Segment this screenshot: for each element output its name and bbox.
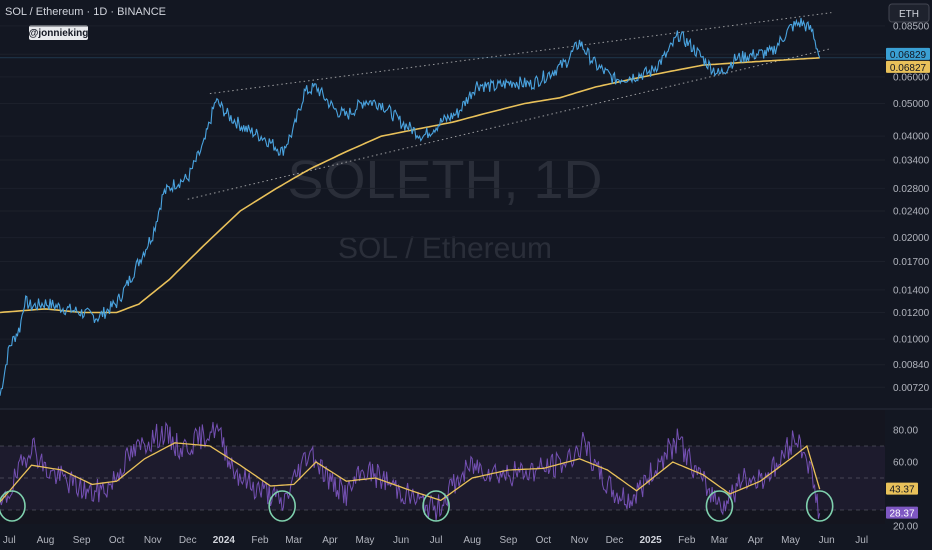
currency-badge[interactable]: ETH xyxy=(888,3,930,23)
price-y-tick: 0.02400 xyxy=(893,206,930,217)
x-tick: Nov xyxy=(144,535,162,546)
price-y-tick: 0.02000 xyxy=(893,233,930,244)
price-y-tick: 0.08500 xyxy=(893,21,930,32)
x-tick: Jun xyxy=(819,535,835,546)
x-tick: Jul xyxy=(855,535,868,546)
axes: 0.085000.070000.060000.050000.040000.034… xyxy=(3,21,930,546)
price-line xyxy=(0,17,821,396)
rsi-low-circle xyxy=(268,490,296,522)
rsi-ma-tag-label: 43.37 xyxy=(889,485,914,496)
x-tick: 2025 xyxy=(640,535,663,546)
x-tick: Mar xyxy=(285,535,303,546)
currency-badge-label: ETH xyxy=(899,9,919,20)
x-tick: Apr xyxy=(748,535,764,546)
x-tick: Aug xyxy=(463,535,481,546)
price-y-tick: 0.04000 xyxy=(893,132,930,143)
last-price-tag-label: 0.06829 xyxy=(890,50,927,61)
rsi-tag xyxy=(886,506,918,519)
watermark-symbol: SOLETH, 1D xyxy=(287,150,602,210)
price-y-tick: 0.01400 xyxy=(893,285,930,296)
price-y-tick: 0.00840 xyxy=(893,360,930,371)
x-tick: Dec xyxy=(179,535,197,546)
rsi-y-tick: 80.00 xyxy=(893,426,918,437)
x-tick: Nov xyxy=(571,535,589,546)
x-tick: May xyxy=(356,535,375,546)
rsi-ma-line xyxy=(0,442,821,503)
x-tick: Oct xyxy=(109,535,125,546)
x-tick: Dec xyxy=(606,535,624,546)
x-tick: Jul xyxy=(430,535,443,546)
x-tick: Oct xyxy=(536,535,552,546)
price-y-tick: 0.01000 xyxy=(893,335,930,346)
x-tick: Feb xyxy=(251,535,269,546)
rsi-pane xyxy=(0,421,885,522)
x-tick: Aug xyxy=(37,535,55,546)
price-y-tick: 0.00720 xyxy=(893,383,930,394)
price-y-tick: 0.01200 xyxy=(893,308,930,319)
x-tick: Sep xyxy=(499,535,517,546)
channel-line xyxy=(209,12,832,95)
rsi-low-circle xyxy=(422,490,450,522)
rsi-ma-tag xyxy=(886,482,918,495)
price-y-tick: 0.03400 xyxy=(893,155,930,166)
x-tick: Jun xyxy=(393,535,409,546)
price-y-tick: 0.05000 xyxy=(893,99,930,110)
rsi-low-circle xyxy=(805,490,834,522)
chart-title: SOL / Ethereum · 1D · BINANCE xyxy=(5,6,166,18)
rsi-y-tick: 60.00 xyxy=(893,458,918,469)
rsi-tag-label: 28.37 xyxy=(889,509,914,520)
rsi-line xyxy=(0,421,821,522)
x-tick: Jul xyxy=(3,535,16,546)
watermark-name: SOL / Ethereum xyxy=(338,232,552,265)
price-y-tick: 0.06000 xyxy=(893,72,930,83)
x-tick: Sep xyxy=(73,535,91,546)
x-tick: May xyxy=(781,535,800,546)
price-y-tick: 0.01700 xyxy=(893,257,930,268)
rsi-y-tick: 20.00 xyxy=(893,522,918,533)
rsi-low-circle xyxy=(0,490,26,522)
price-y-tick: 0.02800 xyxy=(893,184,930,195)
x-tick: Feb xyxy=(678,535,696,546)
x-tick: Apr xyxy=(322,535,338,546)
price-pane xyxy=(0,12,885,396)
author-badge-label: @jonnieking xyxy=(29,28,89,39)
ma-tag-label: 0.06827 xyxy=(890,63,927,74)
x-tick: Mar xyxy=(711,535,729,546)
rsi-low-circle xyxy=(705,490,734,522)
ma-tag xyxy=(886,60,930,73)
last-price-tag xyxy=(886,47,930,60)
x-tick: 2024 xyxy=(213,535,236,546)
author-badge[interactable]: @jonnieking xyxy=(29,25,89,40)
ma-line xyxy=(0,57,820,314)
